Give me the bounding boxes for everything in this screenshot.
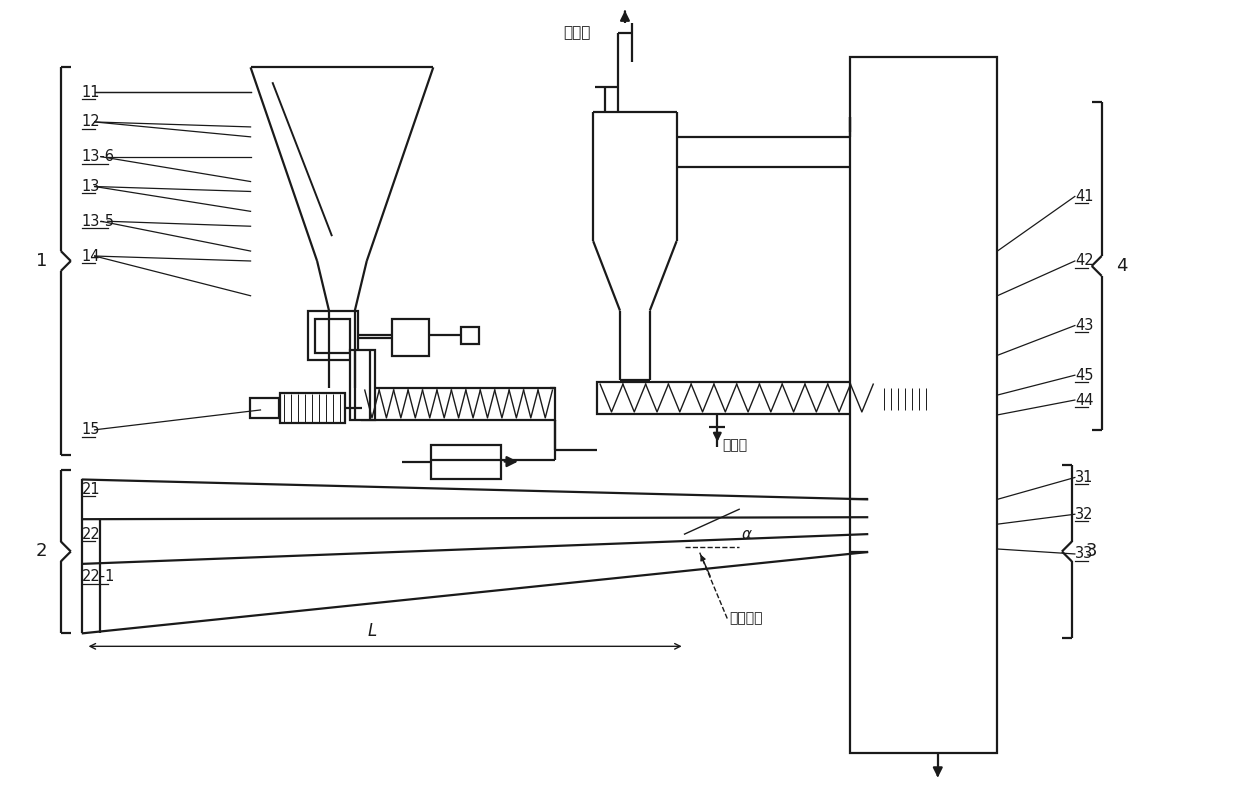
Bar — [431, 444, 501, 479]
Text: 43: 43 — [1075, 318, 1093, 333]
Bar — [850, 57, 997, 752]
Bar — [880, 387, 934, 411]
Bar — [315, 318, 349, 353]
Text: 11: 11 — [82, 85, 100, 99]
Text: 14: 14 — [82, 249, 100, 263]
Bar — [362, 388, 555, 420]
Text: 33: 33 — [1075, 546, 1093, 562]
Text: 12: 12 — [82, 115, 100, 129]
Text: 4: 4 — [1115, 257, 1127, 275]
Text: 2: 2 — [36, 542, 47, 561]
Bar — [597, 382, 876, 414]
Text: 3: 3 — [1085, 542, 1098, 561]
Text: 31: 31 — [1075, 470, 1093, 485]
Text: 45: 45 — [1075, 368, 1093, 383]
Bar — [349, 351, 374, 420]
Bar — [392, 318, 430, 356]
Text: 水表气: 水表气 — [722, 438, 747, 452]
Text: 32: 32 — [1075, 507, 1093, 522]
Text: 22: 22 — [82, 527, 100, 541]
Text: 22-1: 22-1 — [82, 570, 115, 584]
Bar — [876, 391, 885, 407]
Text: 1: 1 — [36, 252, 47, 270]
Bar — [280, 393, 344, 423]
Text: 13-5: 13-5 — [82, 214, 115, 229]
Bar — [309, 310, 358, 360]
Bar — [249, 398, 279, 418]
Text: 13-6: 13-6 — [82, 149, 115, 164]
Bar — [461, 326, 479, 344]
Text: L: L — [367, 622, 377, 641]
Text: 44: 44 — [1075, 393, 1093, 407]
Text: α: α — [741, 527, 751, 541]
Text: 合成气: 合成气 — [563, 25, 590, 40]
Text: 13: 13 — [82, 179, 100, 194]
Text: 气化介质: 气化介质 — [730, 612, 763, 625]
Text: 15: 15 — [82, 423, 100, 437]
Text: 41: 41 — [1075, 189, 1093, 204]
Text: 42: 42 — [1075, 254, 1094, 268]
Text: 21: 21 — [82, 482, 100, 497]
